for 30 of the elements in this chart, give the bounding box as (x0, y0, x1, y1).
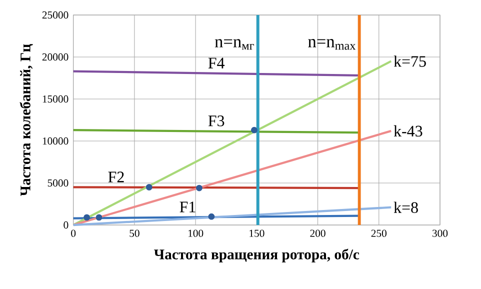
point (84, 214, 90, 221)
x-tick-label: 250 (371, 230, 386, 237)
series-label: k=75 (394, 56, 426, 67)
y-tick-label: 20000 (42, 53, 68, 61)
series-label: k-43 (394, 125, 422, 137)
point (96, 214, 102, 221)
y-tick-label: 0 (64, 221, 68, 229)
point (251, 126, 258, 134)
series-label: k=8 (394, 202, 418, 213)
series-label: F1 (180, 202, 196, 212)
series-label: F4 (208, 58, 225, 68)
ref-line-label: n=n$_{max}$ (308, 39, 356, 50)
y-tick-label: 15000 (42, 95, 68, 103)
y-tick-label: 5000 (48, 179, 68, 187)
ref-line-label: n=n$_{мг}$ (214, 39, 254, 50)
y-tick-label: 10000 (42, 137, 68, 145)
x-axis-title: Частота вращения ротора, об/с (154, 248, 360, 262)
point (146, 184, 152, 190)
point (196, 184, 202, 192)
series-label: F3 (208, 116, 224, 126)
x-tick-label: 100 (188, 230, 204, 237)
series-label: F2 (108, 172, 124, 182)
y-tick-label: 25000 (42, 11, 68, 19)
y-axis-title: Частота колебаний, Гц (20, 44, 33, 196)
x-tick-label: 200 (310, 230, 326, 237)
x-tick-label: 0 (71, 230, 76, 237)
x-tick-label: 50 (130, 230, 140, 237)
x-tick-label: 150 (250, 230, 264, 237)
point (208, 213, 215, 220)
x-tick-label: 300 (432, 230, 448, 237)
